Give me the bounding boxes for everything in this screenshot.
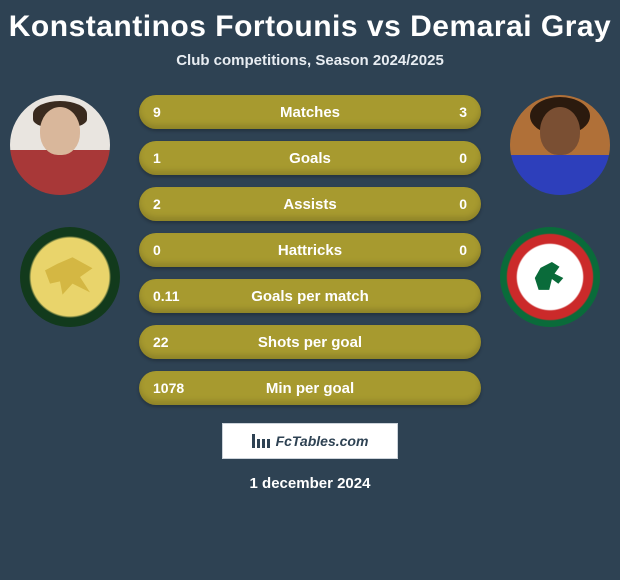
club-crest-icon [45,253,95,297]
stat-value-left: 2 [153,196,161,212]
stat-row-hattricks: 0 Hattricks 0 [139,233,481,267]
stat-value-right: 3 [459,104,467,120]
club-crest-icon [531,259,569,293]
stat-label: Min per goal [266,380,354,397]
brand-logo-icon [252,434,270,448]
stat-value-left: 22 [153,334,169,350]
comparison-panel: 9 Matches 3 1 Goals 0 2 Assists 0 0 Hatt… [0,95,620,492]
page-title: Konstantinos Fortounis vs Demarai Gray [0,0,620,44]
title-player2: Demarai Gray [410,10,611,43]
avatar-head [540,107,580,155]
stat-value-left: 0.11 [153,288,179,304]
stat-label: Shots per goal [258,334,362,351]
club-right-badge [500,227,600,327]
player-right-avatar [510,95,610,195]
stat-value-right: 0 [459,196,467,212]
date-label: 1 december 2024 [0,475,620,492]
stat-value-left: 1078 [153,380,184,396]
stat-value-right: 0 [459,150,467,166]
stat-label: Assists [283,196,336,213]
stat-value-right: 0 [459,242,467,258]
stat-row-matches: 9 Matches 3 [139,95,481,129]
stat-value-left: 9 [153,104,161,120]
subtitle: Club competitions, Season 2024/2025 [0,52,620,69]
brand-text: FcTables.com [276,433,369,449]
player-left-avatar [10,95,110,195]
stat-row-shots-per-goal: 22 Shots per goal [139,325,481,359]
club-left-badge [20,227,120,327]
stat-value-left: 1 [153,150,161,166]
title-vs: vs [367,10,401,43]
stat-label: Hattricks [278,242,342,259]
avatar-head [40,107,80,155]
stat-row-assists: 2 Assists 0 [139,187,481,221]
stat-label: Matches [280,104,340,121]
stat-row-goals-per-match: 0.11 Goals per match [139,279,481,313]
stats-list: 9 Matches 3 1 Goals 0 2 Assists 0 0 Hatt… [139,95,481,405]
stat-row-min-per-goal: 1078 Min per goal [139,371,481,405]
stat-label: Goals [289,150,331,167]
stat-row-goals: 1 Goals 0 [139,141,481,175]
brand-badge: FcTables.com [222,423,398,459]
stat-label: Goals per match [251,288,369,305]
title-player1: Konstantinos Fortounis [9,10,358,43]
stat-value-left: 0 [153,242,161,258]
